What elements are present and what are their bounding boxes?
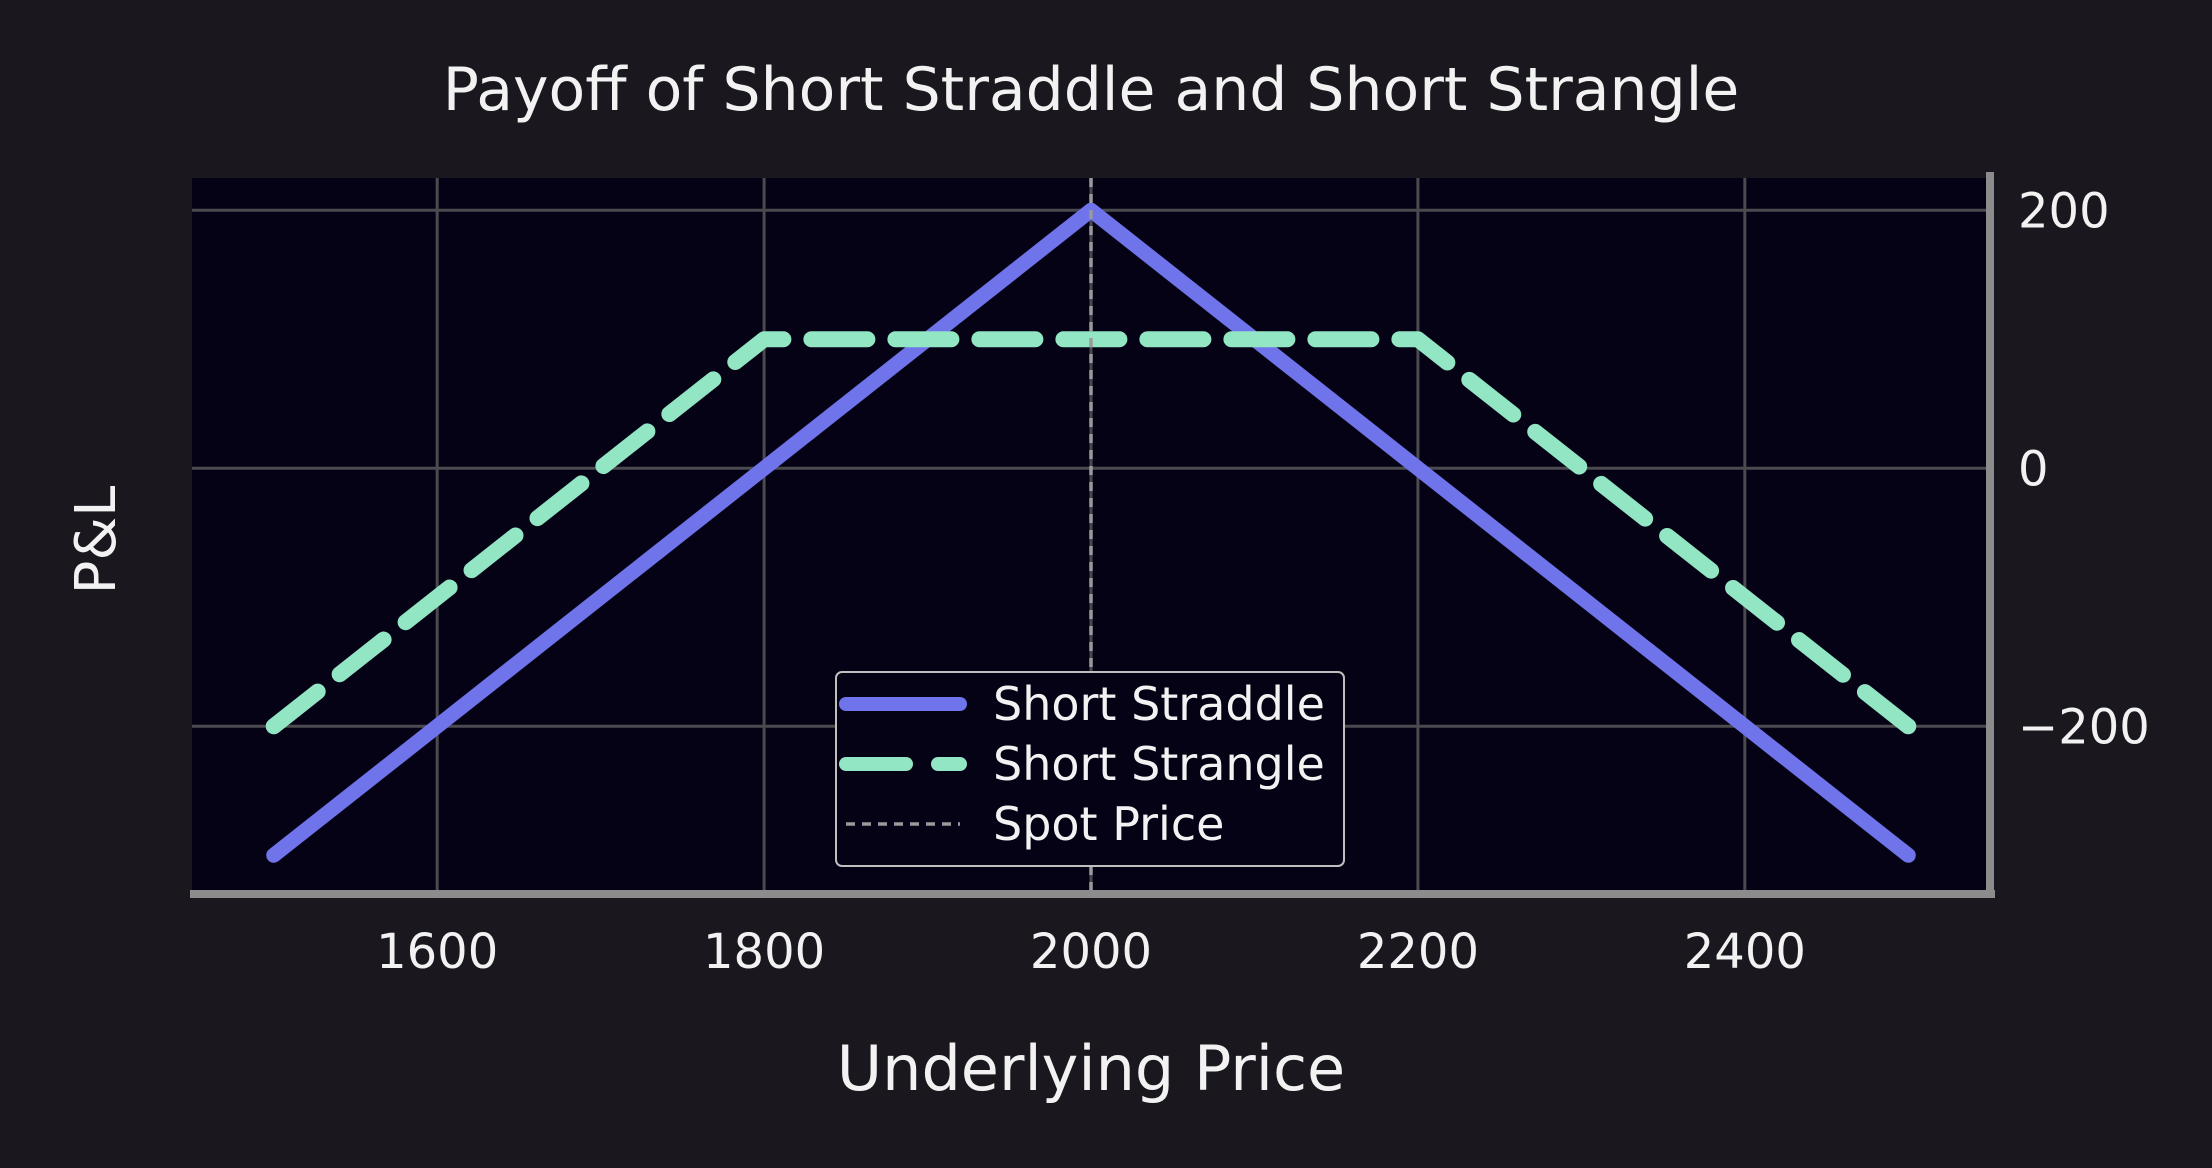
- legend-box: [835, 671, 1345, 867]
- x-axis-label: Underlying Price: [837, 1032, 1345, 1105]
- chart-title: Payoff of Short Straddle and Short Stran…: [443, 55, 1740, 125]
- y-tick-label-neg200: −200: [2018, 699, 2150, 755]
- x-tick-label-2000: 2000: [1030, 924, 1152, 980]
- x-tick-label-1800: 1800: [703, 924, 825, 980]
- legend-label-short-strangle: Short Strangle: [993, 737, 1325, 791]
- x-tick-label-1600: 1600: [376, 924, 498, 980]
- y-axis-label: P&L: [64, 486, 129, 595]
- legend-label-spot-price: Spot Price: [993, 797, 1224, 851]
- legend-label-short-straddle: Short Straddle: [993, 677, 1325, 731]
- x-tick-label-2200: 2200: [1357, 924, 1479, 980]
- axes: [190, 172, 1995, 898]
- x-tick-label-2400: 2400: [1684, 924, 1806, 980]
- y-tick-label-200: 200: [2018, 183, 2110, 239]
- y-tick-label-0: 0: [2018, 441, 2049, 497]
- legend: Short Straddle Short Strangle Spot Price: [835, 671, 1345, 867]
